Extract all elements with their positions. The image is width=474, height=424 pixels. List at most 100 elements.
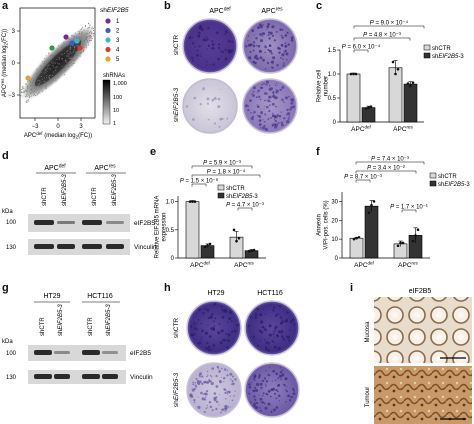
a-point-5 <box>25 75 31 81</box>
chart-c-point-0-0-2 <box>354 72 358 76</box>
chart-f-point-0-0-1 <box>355 236 358 240</box>
panel-f: f 0 10 20 30 AnnexinV/PI-pos. cells (%) APCde… <box>312 146 474 276</box>
g-group2: HCT116 <box>87 293 113 300</box>
chart-e-pval-3: P = 4.7 × 10⁻³ <box>226 203 264 209</box>
panel-label-g: g <box>2 282 9 294</box>
g-lane-3: shCTR <box>88 317 94 336</box>
h-dish-ht29-kd <box>186 362 242 418</box>
panel-label-e: e <box>150 146 157 158</box>
chart-c-legend-0: shCTR <box>432 46 451 52</box>
chart-c-point-0-1-1 <box>394 72 397 76</box>
chart-c-pval-2: P = 9.0 × 10⁻⁴ <box>370 20 409 27</box>
d-blot-vinculin <box>28 239 130 255</box>
h-colony-dots <box>189 302 296 414</box>
d-band-eif2b5: eIF2B5 <box>134 220 155 227</box>
chart-f-point-0-1-0 <box>396 244 400 248</box>
a-legend-title: shEIF2B5 <box>100 7 129 14</box>
g-band-eif2b5: eIF2B5 <box>130 350 151 357</box>
chart-c-bar-0-1 <box>388 67 403 123</box>
chart-f-point-1-1-1 <box>414 234 417 237</box>
d-group1: APCdef <box>44 164 66 173</box>
i-title: eIF2B5 <box>409 288 432 295</box>
chart-e-legend-1: shEIF2B5-3 <box>226 194 258 200</box>
b-colony-dots <box>185 23 295 131</box>
a-legend-dot-2 <box>105 27 111 34</box>
chart-c-bar-1-0 <box>361 107 376 123</box>
chart-c-ytick-1: 0.5 <box>328 96 337 102</box>
chart-e-point-1-0-0 <box>203 245 207 249</box>
chart-e-bar-0-0 <box>185 201 200 259</box>
g-mw-130: 130 <box>6 375 17 381</box>
chart-f-point-1-1-2 <box>416 228 420 232</box>
chart-f-ylabel: AnnexinV/PI-pos. cells (%) <box>317 200 330 249</box>
d-lane-1: shCTR <box>42 187 48 206</box>
a-legend: 1 2 3 4 5 <box>105 18 120 63</box>
g-lane-4: shEIF2B5-3 <box>106 304 112 336</box>
h-col2: HCT116 <box>257 290 283 297</box>
panel-label-b: b <box>164 0 171 12</box>
a-ytick-1: 0 <box>12 61 16 67</box>
chart-e-point-0-1-2 <box>237 236 241 240</box>
chart-f-point-0-1-2 <box>401 241 405 245</box>
chart-e-point-0-0-1 <box>191 200 194 203</box>
panel-a: a −3 0 3 −3 0 3 APCdef (median <box>0 0 160 140</box>
panel-label-f: f <box>316 146 320 158</box>
chart-c-point-0-0-1 <box>352 72 355 76</box>
g-mw-100: 100 <box>6 351 17 357</box>
g-lane-1: shCTR <box>40 317 46 336</box>
a-legend-dot-3 <box>105 37 111 43</box>
chart-e-pval-2: P = 1.5 × 10⁻⁶ <box>180 178 219 185</box>
chart-f-point-0-0-0 <box>352 237 356 241</box>
g-band-vinculin: Vinculin <box>130 374 153 381</box>
chart-c-ytick-0: 0 <box>333 120 337 126</box>
chart-c-point-1-1-0 <box>406 82 410 85</box>
chart-c-bar-0-0 <box>346 73 361 123</box>
d-lane-2: shEIF2B5-3 <box>62 174 68 206</box>
chart-f-point-1-0-2 <box>372 200 376 203</box>
chart-f-legend-0: shCTR <box>438 174 457 180</box>
panel-c: c 0 0.5 1.0 1.5 Relative cellnumber APCdef APC… <box>312 0 474 140</box>
a-point-1 <box>63 34 69 40</box>
chart-f-pval-2: P = 8.7 × 10⁻³ <box>344 175 382 181</box>
d-lane-3: shCTR <box>92 187 98 206</box>
chart-c-pval-1: P = 4.8 × 10⁻³ <box>363 33 401 39</box>
chart-f-ytick-2: 20 <box>331 218 338 224</box>
chart-e-point-1-1-2 <box>252 248 256 252</box>
panel-g: g HT29 HCT116 shCTR shEIF2B5-3 shCTR shE… <box>0 282 160 392</box>
chart-c-point-1-1-1 <box>409 84 412 88</box>
h-col1: HT29 <box>207 290 224 297</box>
a-cbar-tick-1: 100 <box>113 95 122 101</box>
a-ytick-2: 3 <box>12 29 16 35</box>
a-xtick-1: 0 <box>56 124 60 130</box>
b-col1: APCdef <box>209 7 231 16</box>
a-colorbar-title: shRNAs <box>103 73 125 79</box>
histology-i: eIF2B5 Mucosa Tumour <box>365 288 472 424</box>
panel-label-h: h <box>164 282 171 294</box>
chart-f-point-1-0-0 <box>367 211 371 215</box>
chart-c-point-1-0-2 <box>369 105 373 108</box>
chart-f-ytick-0: 0 <box>335 256 339 262</box>
d-group2: APCres <box>94 164 116 173</box>
b-dish-def-kd <box>182 78 238 134</box>
scatter-speckle <box>20 22 95 103</box>
d-blot-eif2b5 <box>28 214 130 232</box>
chart-e-ytick-2: 1.0 <box>166 200 175 206</box>
chart-e-cat-1: APCres <box>234 261 254 270</box>
chart-c-legend-1: shEIF2B5-3 <box>432 54 464 60</box>
chart-f-bar-1-0 <box>364 205 379 259</box>
d-kda: kDa <box>2 209 13 215</box>
chart-f-cat-1: APCres <box>398 261 418 270</box>
chart-f-ytick-1: 10 <box>331 237 338 243</box>
scatter-plot-a: −3 0 3 −3 0 3 APCdef (median log2(FC)) A… <box>0 7 129 140</box>
panel-label-d: d <box>2 150 9 162</box>
colony-plates-h: HT29 HCT116 shCTR shEIF2B5-3 <box>173 290 300 418</box>
panel-d: d APCdef APCres shCTR shEIF2B5-3 shCTR s… <box>0 150 160 260</box>
d-mw-130: 130 <box>6 245 17 251</box>
panel-h: h HT29 HCT116 shCTR shEIF2B5-3 <box>162 282 304 424</box>
chart-f-point-0-1-1 <box>399 241 402 245</box>
chart-c-ytick-3: 1.5 <box>328 48 337 54</box>
chart-f-pval-0: P = 7.4 × 10⁻³ <box>371 157 409 163</box>
chart-f-point-1-1-0 <box>411 239 415 243</box>
panel-label-i: i <box>350 282 354 294</box>
chart-f-ytick-3: 30 <box>331 199 338 205</box>
